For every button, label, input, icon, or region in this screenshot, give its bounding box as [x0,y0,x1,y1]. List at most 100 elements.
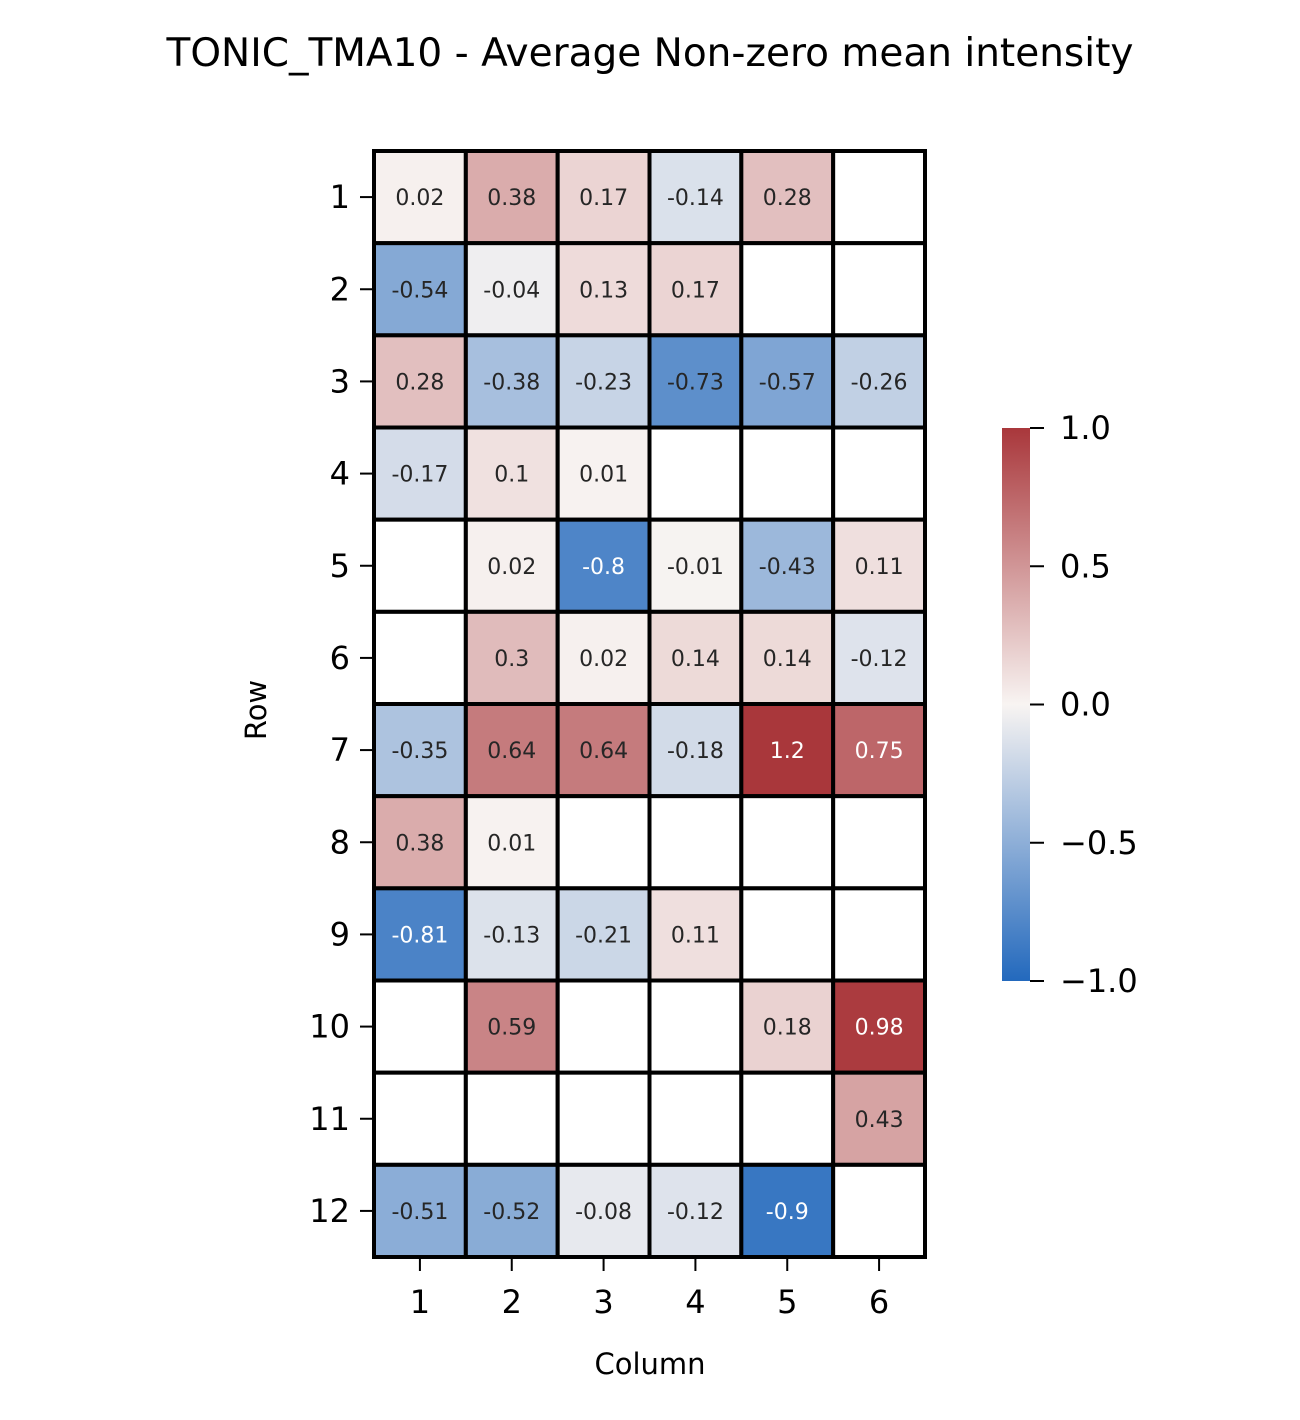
heatmap-cell [831,149,928,246]
cell-value-label: -0.43 [759,555,816,580]
heatmap-cell [739,794,836,891]
heatmap-cell [647,1162,744,1260]
x-tick-label: 1 [410,1283,430,1321]
heatmap-cell [463,517,560,614]
heatmap-cell [555,517,652,614]
cell-value-label: 0.02 [579,647,628,672]
cell-value-label: -0.14 [667,186,724,211]
y-axis-label: Row [239,680,273,740]
cell-value-label: 0.18 [763,1016,812,1041]
cell-value-label: -0.17 [391,463,448,488]
cell-value-label: 0.01 [487,831,536,856]
cell-value-label: -0.73 [667,370,724,395]
cell-value-label: -0.08 [575,1200,632,1225]
x-axis-label: Column [594,1347,705,1381]
cell-value-label: -0.35 [391,739,448,764]
cell-value-label: 0.1 [494,463,529,488]
cell-value-label: -0.04 [483,278,540,303]
heatmap-cell [555,333,652,430]
x-tick-label: 3 [593,1283,613,1321]
cell-value-label: -0.12 [851,647,908,672]
y-tick-label: 2 [330,270,350,308]
heatmap-cell [831,886,928,983]
heatmap-cell [831,241,928,338]
x-tick-label: 5 [777,1283,797,1321]
cell-value-label: -0.38 [483,370,540,395]
colorbar-tick-label: 1.0 [1060,409,1111,447]
cell-value-label: 0.17 [671,278,720,303]
heatmap-cell [372,1162,468,1260]
x-tick-label: 4 [685,1283,705,1321]
heatmap-cell [555,978,652,1075]
y-tick-label: 6 [330,639,350,677]
colorbar: 1.0 0.5 0.0 −0.5 −1.0 [1002,409,1138,1000]
cell-value-label: 0.14 [763,647,812,672]
heatmap-cell [555,702,652,799]
cell-value-label: 0.17 [579,186,628,211]
x-tick-label: 2 [502,1283,522,1321]
y-tick-label: 5 [330,547,350,585]
cell-value-label: 0.3 [494,647,529,672]
cell-value-label: -0.81 [391,923,448,948]
colorbar-tick-label: −1.0 [1060,962,1138,1000]
cell-value-label: -0.8 [582,555,625,580]
heatmap-cell [647,794,744,891]
heatmap-cell [831,517,928,614]
heatmap-cell [739,1070,836,1167]
cell-value-label: 0.75 [855,739,904,764]
cell-value-label: 0.59 [487,1016,536,1041]
heatmap-cell [831,794,928,891]
cell-value-label: 0.14 [671,647,720,672]
cell-value-label: 0.11 [671,923,720,948]
cell-value-label: -0.01 [667,555,724,580]
cell-value-label: -0.54 [391,278,448,303]
heatmap-cell [739,609,836,706]
heatmap-cell [831,1162,928,1260]
colorbar-gradient [1002,428,1030,981]
heatmap-cell [831,425,928,522]
heatmap-cell [372,702,468,799]
cell-value-label: 0.02 [487,555,536,580]
heatmap-cell [739,886,836,983]
y-tick-label: 12 [309,1192,350,1230]
heatmap-cell [739,241,836,338]
heatmap-cell [463,1070,560,1167]
cell-value-label: -0.13 [483,923,540,948]
heatmap-cell [463,794,560,891]
y-tick-label: 8 [330,823,350,861]
cell-value-label: -0.18 [667,739,724,764]
cell-value-label: 0.38 [395,831,444,856]
heatmap-cell [739,333,836,430]
cell-value-label: -0.52 [483,1200,540,1225]
cell-value-label: -0.12 [667,1200,724,1225]
colorbar-tick-label: 0.0 [1060,686,1111,724]
heatmap-cell [739,425,836,522]
cell-value-label: 0.64 [579,739,628,764]
cell-value-label: -0.26 [851,370,908,395]
cell-value-label: 0.28 [763,186,812,211]
colorbar-tick-label: 0.5 [1060,547,1111,585]
heatmap-cell [647,1070,744,1167]
colorbar-tick-label: −0.5 [1060,824,1138,862]
chart-title: TONIC_TMA10 - Average Non-zero mean inte… [166,31,1134,76]
y-tick-label: 7 [330,731,350,769]
heatmap-cell [372,1070,468,1167]
y-tick-label: 1 [330,178,350,216]
heatmap-cells: 0.02 0.38 0.17 -0.14 0.28 -0.54 -0.04 0.13 0.17 0… [372,149,928,1260]
y-tick-label: 3 [330,362,350,400]
cell-value-label: 0.28 [395,370,444,395]
heatmap-cell [555,241,652,338]
cell-value-label: 0.38 [487,186,536,211]
x-tick-label: 6 [869,1283,889,1321]
heatmap-cell [555,1070,652,1167]
cell-value-label: -0.21 [575,923,632,948]
cell-value-label: -0.23 [575,370,632,395]
heatmap-cell [372,978,468,1075]
cell-value-label: 0.02 [395,186,444,211]
cell-value-label: 0.01 [579,463,628,488]
heatmap-cell [463,425,560,522]
heatmap-cell [555,794,652,891]
cell-value-label: 0.11 [855,555,904,580]
